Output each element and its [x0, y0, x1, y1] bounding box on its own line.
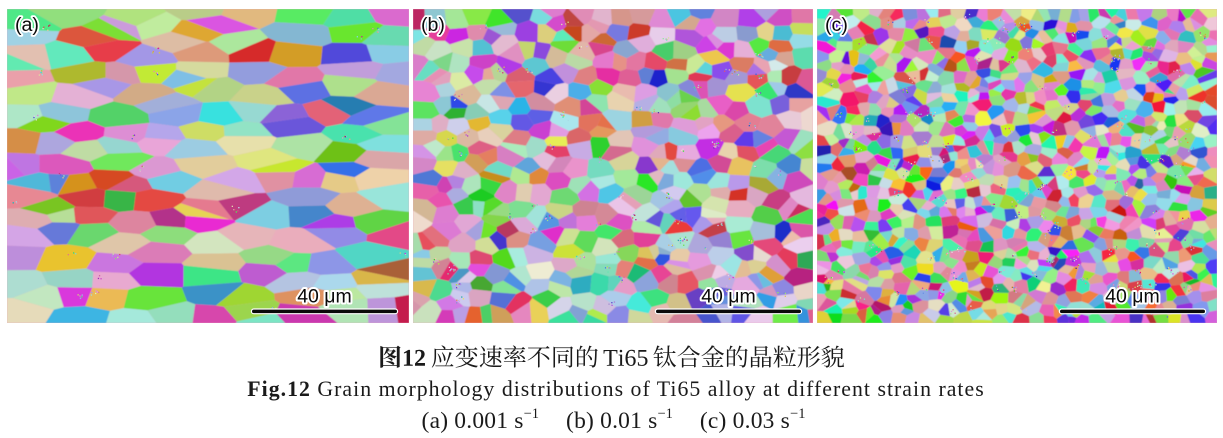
svg-text:(c): (c) — [825, 14, 848, 36]
svg-text:(a): (a) — [15, 14, 39, 36]
svg-text:40 μm: 40 μm — [701, 285, 756, 307]
svg-text:40 μm: 40 μm — [1105, 285, 1160, 307]
svg-text:40 μm: 40 μm — [297, 285, 352, 307]
svg-text:(b): (b) — [421, 14, 445, 36]
